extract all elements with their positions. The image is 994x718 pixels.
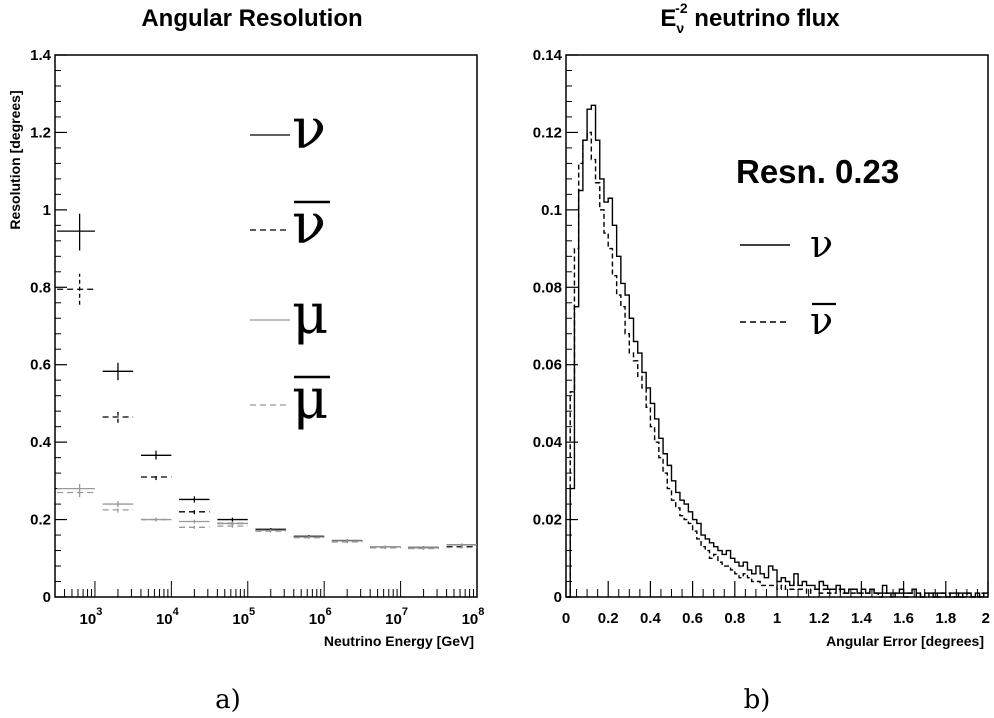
right-y-tick-label: 0.12 [533,124,562,141]
left-series-3 [57,483,477,549]
right-histogram-series-1 [566,104,988,598]
right-y-tick-label: 0.14 [533,47,563,64]
right-series-group [566,104,988,598]
right-annotation: Resn. 0.23 [736,153,899,190]
left-legend-symbol: μ [292,282,328,347]
left-legend-symbol: ν [292,97,326,162]
right-title-main: E [660,5,676,32]
right-legend: νν [740,222,836,343]
right-x-tick-label: 1.6 [893,610,914,627]
left-x-tick-label: 105 [232,606,255,628]
right-y-axis: 0 0.02 0.04 0.06 0.08 0.1 0.12 0.14 [533,47,578,606]
right-histogram-series-2 [566,131,988,598]
left-y-tick-label: 1.4 [30,47,52,64]
left-y-tick-label: 0 [43,589,51,606]
left-series-1 [57,213,477,549]
left-caption: a) [215,685,241,715]
right-x-tick-label: 0.4 [640,610,662,627]
right-x-tick-label: 0.2 [598,610,619,627]
right-caption: b) [744,685,771,715]
right-x-tick-label: 1.2 [809,610,830,627]
left-x-tick-label: 106 [309,606,332,628]
left-x-tick-label: 108 [462,606,485,628]
left-y-tick-label: 0.4 [30,434,52,451]
right-title-rest: neutrino flux [688,5,841,32]
right-y-tick-label: 0.06 [533,357,562,374]
right-x-axis-label: Angular Error [degrees] [826,633,984,649]
right-chart-title: Eν -2 neutrino flux [660,0,840,36]
left-y-tick-label: 1.2 [30,124,51,141]
left-x-tick-label: 103 [80,606,103,628]
right-y-tick-label: 0.08 [533,279,562,296]
right-x-tick-label: 0.6 [682,610,703,627]
right-x-tick-label: 0 [562,610,570,627]
right-plot-frame [565,54,989,598]
left-y-axis: 0 0.2 0.4 0.6 0.8 1 1.2 1.4 [30,47,67,606]
right-x-tick-label: 1 [773,610,781,627]
right-x-axis: 0 0.2 0.4 0.6 0.8 1 1.2 1.4 1.6 1.8 2 [562,581,990,627]
right-y-tick-label: 0.1 [541,202,562,219]
left-series-4 [57,487,477,550]
right-y-tick-label: 0.04 [533,434,563,451]
left-plot-frame [54,54,478,598]
left-y-tick-label: 0.8 [30,279,51,296]
left-x-tick-label: 107 [385,606,408,628]
left-series-group [57,213,477,550]
left-panel-angular-resolution: Angular Resolution 00.20.40.60.811.21.4 … [7,5,484,715]
right-legend-symbol: ν [810,222,833,266]
left-x-axis-label: Neutrino Energy [GeV] [324,633,474,649]
right-x-tick-label: 2 [982,610,990,627]
right-x-tick-label: 0.8 [724,610,745,627]
left-series-2 [57,273,477,550]
left-y-tick-label: 0.2 [30,512,51,529]
right-title-sub: ν [676,20,684,36]
right-legend-symbol: ν [810,299,833,343]
left-chart-title: Angular Resolution [141,5,362,32]
right-panel-angular-error: Eν-2 neutrino flux 00.020.040.060.080.10… [533,0,990,715]
left-y-tick-label: 1 [43,202,51,219]
left-x-tick-label: 104 [156,606,180,628]
right-title-sup: -2 [675,0,688,16]
left-y-tick-label: 0.6 [30,357,51,374]
right-y-tick-label: 0 [554,589,562,606]
right-y-tick-label: 0.02 [533,512,562,529]
left-x-axis: 103 104 105 106 107 108 [54,581,485,628]
right-x-tick-label: 1.4 [851,610,873,627]
right-x-tick-label: 1.8 [935,610,956,627]
left-y-axis-label: Resolution [degrees] [7,90,23,229]
